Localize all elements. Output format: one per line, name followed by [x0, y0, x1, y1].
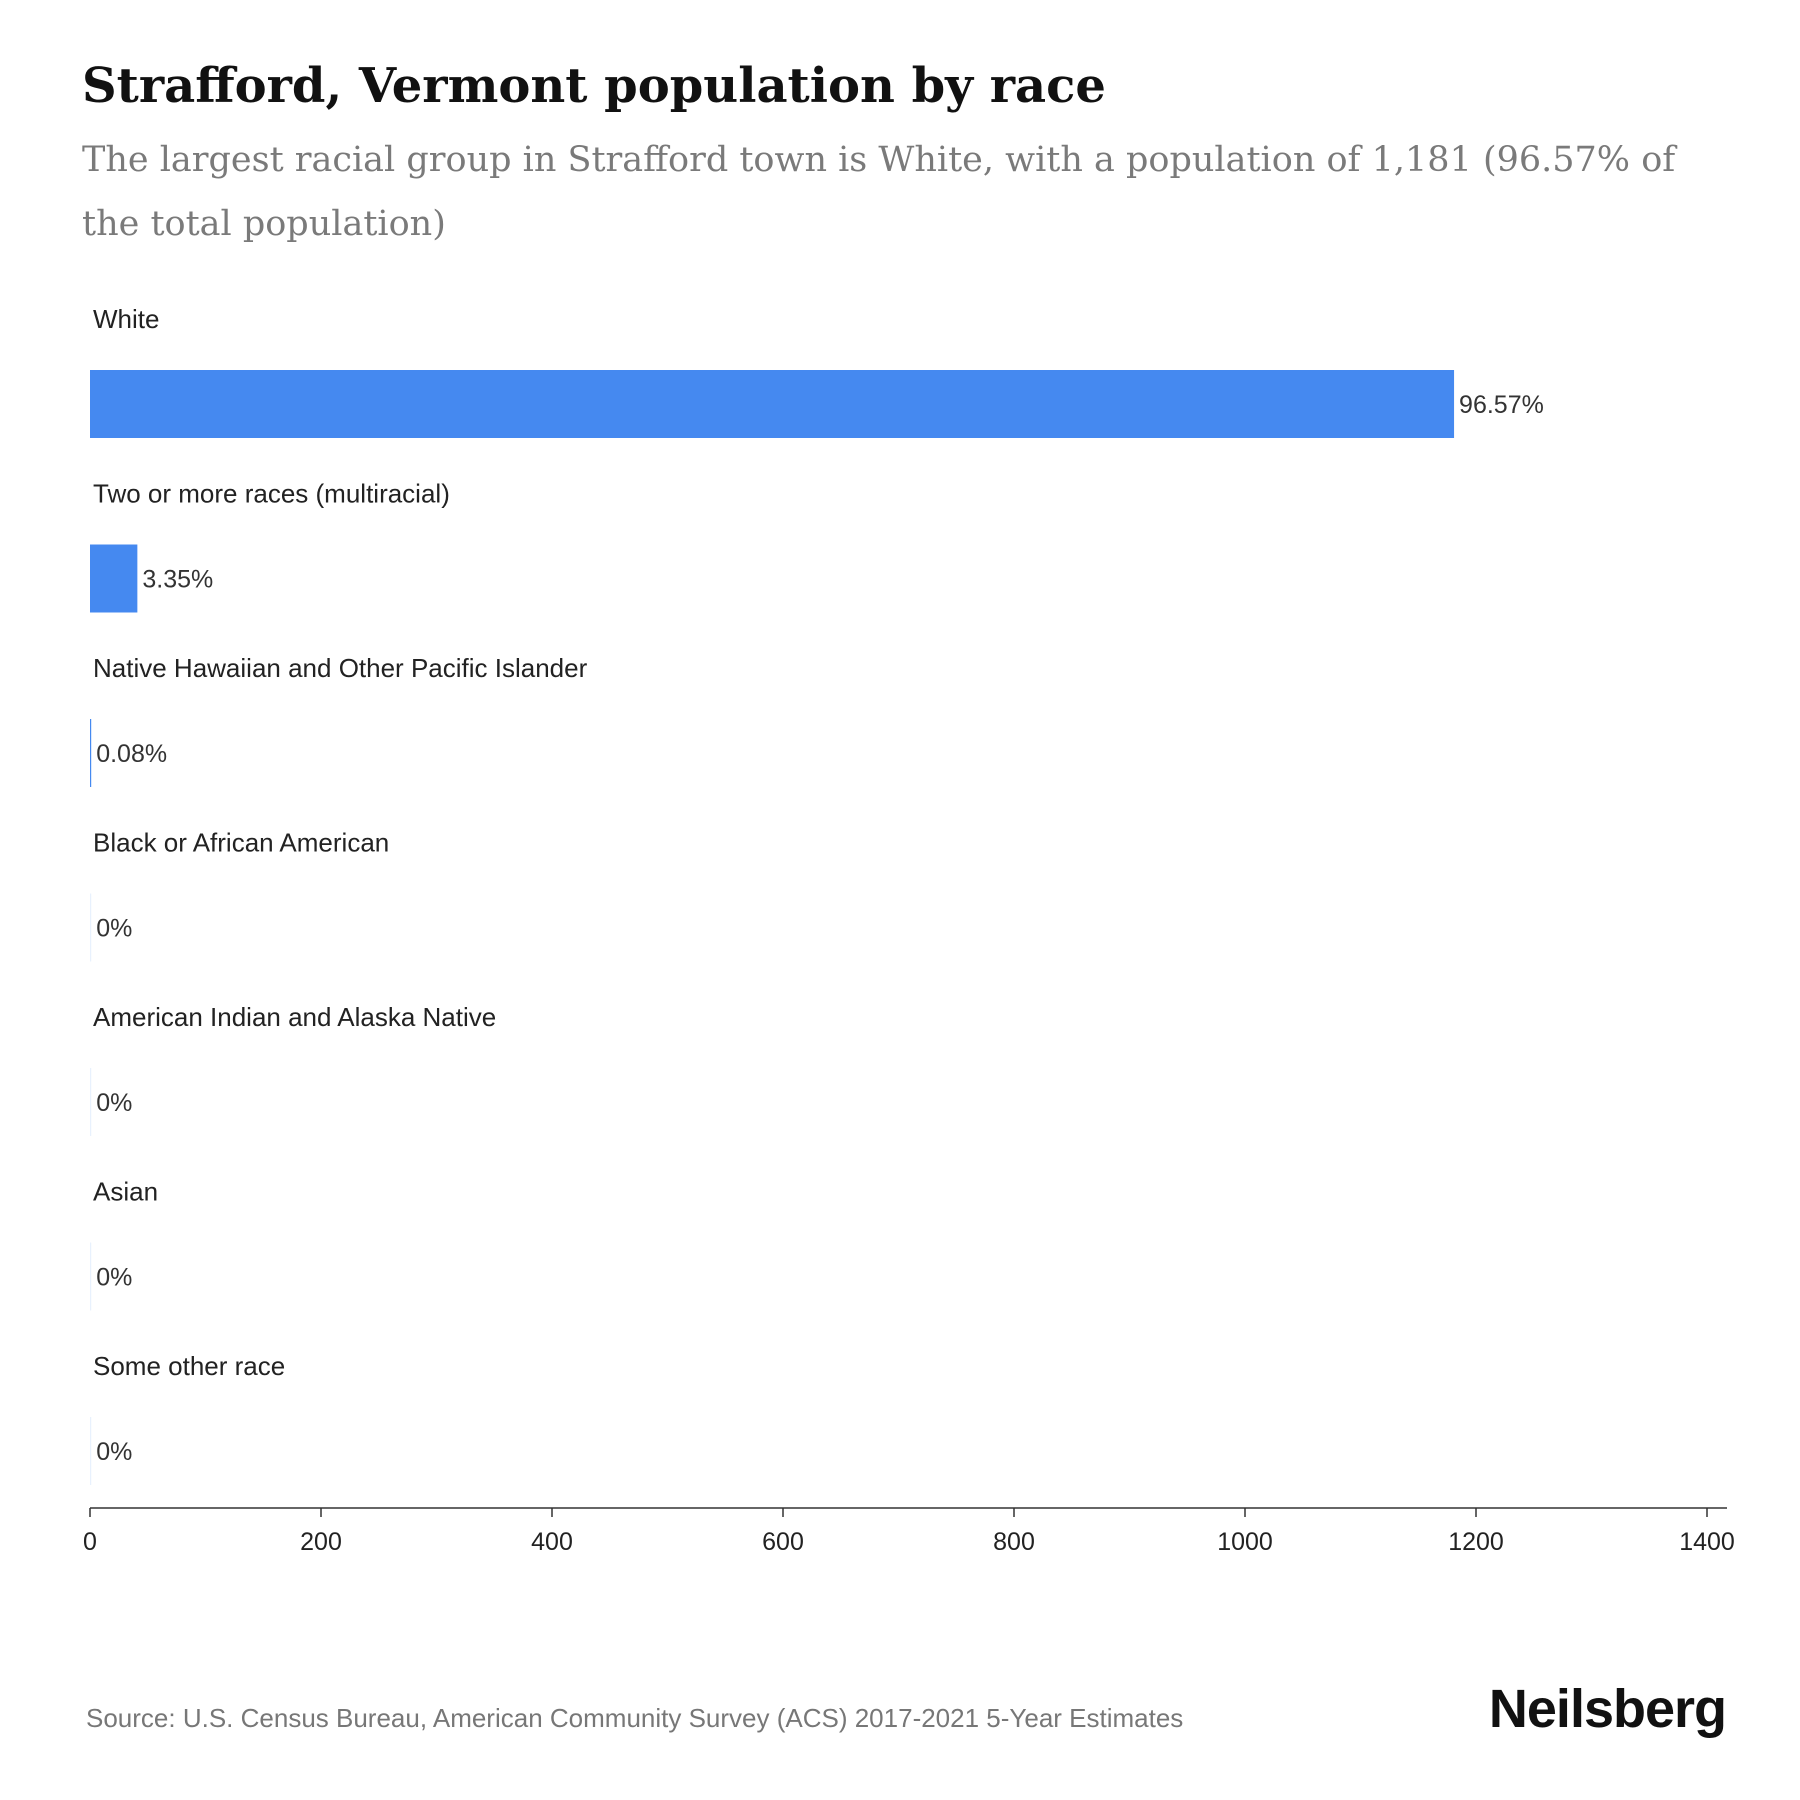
bars-layer: White 96.57% Two or more races (multiracia… [90, 304, 1544, 1485]
bar [90, 1068, 92, 1136]
value-label: 0% [96, 915, 132, 943]
bar-row: White 96.57% [90, 304, 1544, 438]
bar [90, 1242, 92, 1311]
bar-row: Native Hawaiian and Other Pacific Island… [90, 653, 588, 787]
bar [90, 719, 92, 787]
bar-row: Asian 0% [90, 1177, 158, 1311]
value-label: 0.08% [96, 740, 167, 768]
bar-row: Black or African American 0% [90, 828, 389, 962]
chart-subtitle: The largest racial group in Strafford to… [82, 140, 1676, 244]
bar-row: Two or more races (multiracial) 3.35% [90, 479, 450, 613]
x-tick-label: 800 [993, 1528, 1035, 1556]
bar-row: Some other race 0% [90, 1351, 285, 1485]
category-label: American Indian and Alaska Native [93, 1002, 496, 1032]
category-label: Asian [93, 1177, 158, 1207]
category-label: White [93, 304, 159, 334]
category-label: Native Hawaiian and Other Pacific Island… [93, 653, 588, 683]
bar [90, 1417, 92, 1485]
category-label: Black or African American [93, 828, 389, 858]
bar [90, 893, 92, 962]
x-axis: 0 200 400 600 800 1000 1200 1400 [83, 1507, 1735, 1556]
bar [90, 544, 138, 613]
x-tick-label: 0 [83, 1528, 97, 1556]
bar [90, 370, 1455, 438]
category-label: Some other race [93, 1351, 285, 1381]
x-tick-label: 400 [531, 1528, 573, 1556]
x-tick-label: 200 [300, 1528, 342, 1556]
value-label: 0% [96, 1264, 132, 1292]
category-label: Two or more races (multiracial) [93, 479, 450, 509]
bar-row: American Indian and Alaska Native 0% [90, 1002, 496, 1136]
value-label: 96.57% [1459, 391, 1544, 419]
x-tick-label: 1400 [1679, 1528, 1735, 1556]
x-tick-label: 1000 [1217, 1528, 1273, 1556]
x-tick-label: 1200 [1448, 1528, 1504, 1556]
value-label: 3.35% [142, 566, 213, 594]
chart-title: Strafford, Vermont population by race [82, 58, 1106, 114]
source-note: Source: U.S. Census Bureau, American Com… [86, 1703, 1184, 1733]
value-label: 0% [96, 1438, 132, 1466]
x-tick-label: 600 [762, 1528, 804, 1556]
value-label: 0% [96, 1089, 132, 1117]
brand-logo: Neilsberg [1488, 1679, 1727, 1739]
